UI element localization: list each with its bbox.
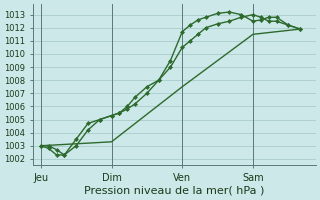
X-axis label: Pression niveau de la mer( hPa ): Pression niveau de la mer( hPa ) xyxy=(84,186,265,196)
